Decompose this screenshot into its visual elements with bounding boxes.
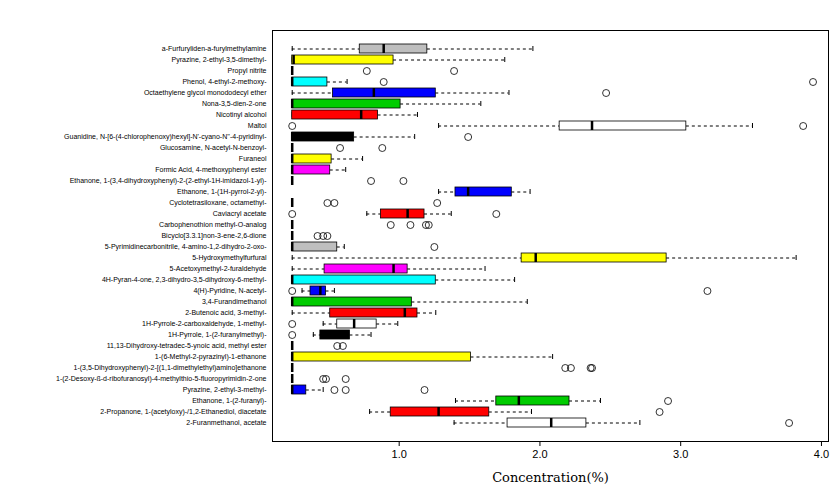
svg-text:Carbophenothion methyl-O-analo: Carbophenothion methyl-O-analog	[159, 221, 267, 229]
svg-text:Caviacryl acetate: Caviacryl acetate	[213, 210, 267, 218]
svg-text:a-Furfuryliden-a-furylmethylam: a-Furfuryliden-a-furylmethylamine	[162, 45, 267, 53]
svg-text:Formic Acid, 4-methoxyphenyl e: Formic Acid, 4-methoxyphenyl ester	[155, 166, 267, 174]
svg-text:Phenol, 4-ethyl-2-methoxy-: Phenol, 4-ethyl-2-methoxy-	[182, 78, 267, 86]
svg-text:Cyclotetrasiloxane, octamethyl: Cyclotetrasiloxane, octamethyl-	[169, 199, 267, 207]
svg-text:Pyrazine, 2-ethyl-3-methyl-: Pyrazine, 2-ethyl-3-methyl-	[183, 386, 267, 394]
svg-text:2-Furanmethanol, acetate: 2-Furanmethanol, acetate	[186, 419, 266, 426]
svg-text:5-Acetoxymethyl-2-furaldehyde: 5-Acetoxymethyl-2-furaldehyde	[170, 265, 267, 273]
svg-text:1H-Pyrrole, 1-(2-furanylmethyl: 1H-Pyrrole, 1-(2-furanylmethyl)-	[168, 331, 267, 339]
svg-text:Octaethylene glycol monododecy: Octaethylene glycol monododecyl ether	[144, 89, 267, 97]
svg-text:Ethanone, 1-(3,4-dihydroxyphen: Ethanone, 1-(3,4-dihydroxyphenyl)-2-(2-e…	[70, 177, 268, 185]
svg-text:Nicotinyl alcohol: Nicotinyl alcohol	[216, 111, 267, 119]
svg-text:1.0: 1.0	[392, 448, 407, 460]
svg-text:5-Hydroxymethylfurfural: 5-Hydroxymethylfurfural	[192, 254, 267, 262]
svg-text:1-(6-Methyl-2-pyrazinyl)-1-eth: 1-(6-Methyl-2-pyrazinyl)-1-ethanone	[155, 353, 267, 361]
svg-text:1-(3,5-Dihydroxyphenyl)-2-[(1,: 1-(3,5-Dihydroxyphenyl)-2-[(1,1-dimethyl…	[74, 364, 267, 372]
svg-text:4(H)-Pyridine, N-acetyl-: 4(H)-Pyridine, N-acetyl-	[193, 287, 267, 295]
svg-text:3,4-Furandimethanol: 3,4-Furandimethanol	[202, 298, 267, 305]
svg-text:Glucosamine, N-acetyl-N-benzoy: Glucosamine, N-acetyl-N-benzoyl-	[160, 144, 267, 152]
svg-text:2.0: 2.0	[532, 448, 547, 460]
svg-text:3.0: 3.0	[673, 448, 688, 460]
svg-text:Guanidine, N-[6-(4-chloropheno: Guanidine, N-[6-(4-chlorophenoxy)hexyl]-…	[64, 133, 267, 141]
svg-text:Nona-3,5-dien-2-one: Nona-3,5-dien-2-one	[202, 100, 267, 107]
svg-text:1-(2-Desoxy-ß-d-ribofuranosyl): 1-(2-Desoxy-ß-d-ribofuranosyl)-4-methylt…	[56, 375, 267, 383]
svg-text:5-Pyrimidinecarbonitrile, 4-am: 5-Pyrimidinecarbonitrile, 4-amino-1,2-di…	[105, 243, 268, 251]
svg-text:4H-Pyran-4-one, 2,3-dihydro-3,: 4H-Pyran-4-one, 2,3-dihydro-3,5-dihydrox…	[102, 276, 267, 284]
svg-text:2-Propanone, 1-(acetyloxy)-/1,: 2-Propanone, 1-(acetyloxy)-/1,2-Ethanedi…	[100, 408, 266, 416]
svg-text:1H-Pyrrole-2-carboxaldehyde, 1: 1H-Pyrrole-2-carboxaldehyde, 1-methyl-	[142, 320, 267, 328]
svg-text:Furaneol: Furaneol	[239, 155, 267, 162]
svg-text:Maltol: Maltol	[248, 122, 267, 129]
svg-text:Concentration(%): Concentration(%)	[492, 470, 609, 485]
svg-text:Propyl nitrite: Propyl nitrite	[228, 67, 267, 75]
svg-text:4.0: 4.0	[814, 448, 829, 460]
svg-text:Ethanone, 1-(1H-pyrrol-2-yl)-: Ethanone, 1-(1H-pyrrol-2-yl)-	[177, 188, 267, 196]
svg-text:Bicyclo[3.3.1]non-3-ene-2,6-di: Bicyclo[3.3.1]non-3-ene-2,6-dione	[161, 232, 266, 240]
svg-text:Pyrazine, 2-ethyl-3,5-dimethyl: Pyrazine, 2-ethyl-3,5-dimethyl-	[172, 56, 268, 64]
svg-text:11,13-Dihydroxy-tetradec-5-yno: 11,13-Dihydroxy-tetradec-5-ynoic acid, m…	[107, 342, 267, 350]
svg-text:2-Butenoic acid, 3-methyl-: 2-Butenoic acid, 3-methyl-	[185, 309, 267, 317]
svg-text:Ethanone, 1-(2-furanyl)-: Ethanone, 1-(2-furanyl)-	[192, 397, 267, 405]
